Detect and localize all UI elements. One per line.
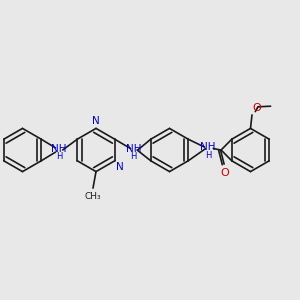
Text: H: H [205,151,211,160]
Text: H: H [130,152,137,161]
Text: CH₃: CH₃ [84,192,101,201]
Text: N: N [116,162,124,172]
Text: NH: NH [200,142,216,152]
Text: O: O [253,103,261,113]
Text: NH: NH [51,143,67,154]
Text: H: H [56,152,63,161]
Text: NH: NH [126,143,141,154]
Text: N: N [92,116,100,126]
Text: O: O [220,168,229,178]
